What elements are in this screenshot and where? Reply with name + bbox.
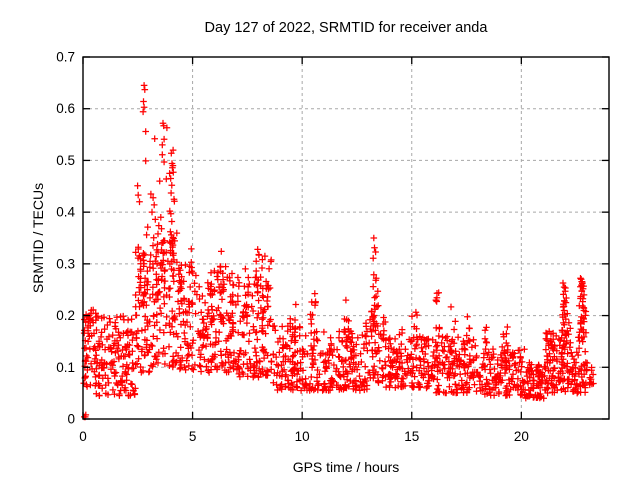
y-tick-label: 0 <box>67 412 75 427</box>
axis-ticks <box>82 56 609 420</box>
y-tick-label: 0.2 <box>56 308 75 323</box>
x-tick-label: 5 <box>189 429 197 444</box>
y-axis-label: SRMTID / TECUs <box>30 183 46 293</box>
x-axis-label: GPS time / hours <box>293 459 400 475</box>
x-tick-label: 20 <box>514 429 529 444</box>
plot-border <box>82 56 610 420</box>
y-tick-label: 0.4 <box>56 205 75 220</box>
y-tick-label: 0.1 <box>56 360 75 375</box>
axis-tick-labels: 0 5 10 15 20 0 0.1 0.2 0.3 0.4 0.5 0.6 0.7 <box>56 50 529 445</box>
data-points <box>80 82 597 421</box>
y-tick-label: 0.7 <box>56 50 75 65</box>
y-tick-label: 0.5 <box>56 153 75 168</box>
chart-title: Day 127 of 2022, SRMTID for receiver and… <box>205 20 489 36</box>
x-tick-label: 15 <box>404 429 419 444</box>
y-tick-label: 0.3 <box>56 256 75 271</box>
scatter-plus-markers <box>80 82 597 421</box>
x-tick-label: 0 <box>79 429 87 444</box>
x-tick-label: 10 <box>295 429 310 444</box>
y-tick-label: 0.6 <box>56 101 75 116</box>
